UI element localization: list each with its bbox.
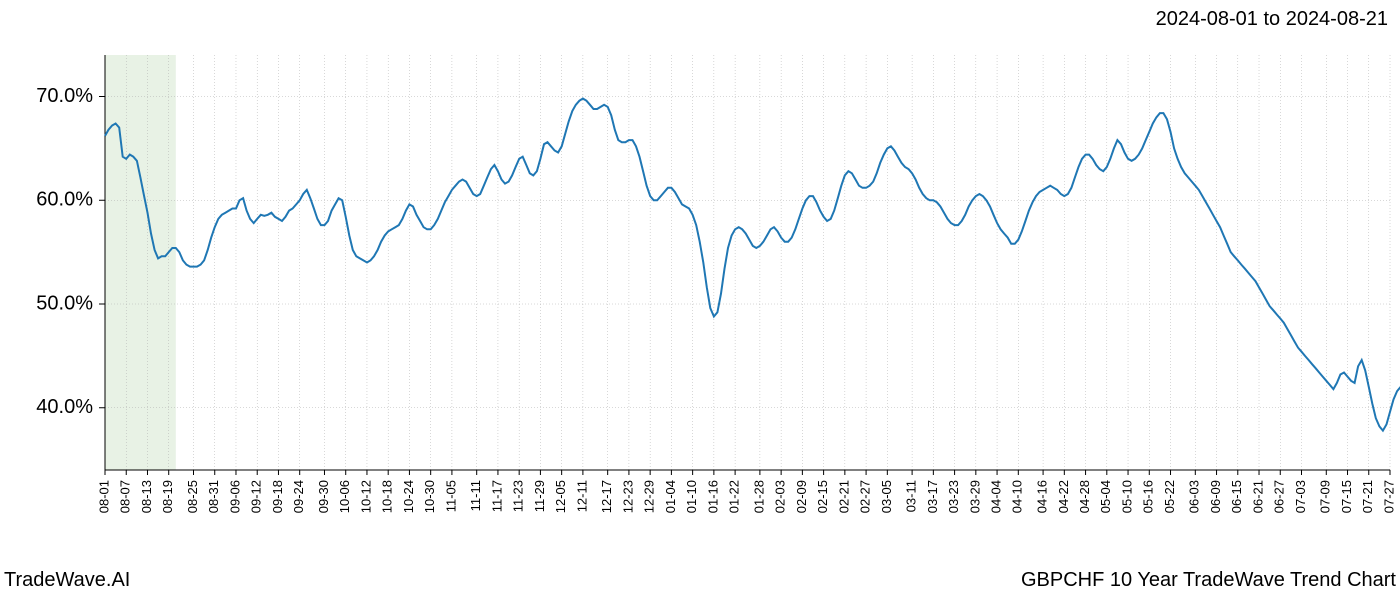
x-tick-label: 07-09 (1318, 480, 1333, 513)
y-tick-label: 70.0% (36, 85, 93, 107)
x-tick-label: 01-04 (663, 480, 678, 513)
x-tick-label: 08-31 (206, 480, 221, 513)
x-tick-label: 03-05 (879, 480, 894, 513)
x-tick-label: 04-22 (1056, 480, 1071, 513)
x-tick-label: 05-16 (1141, 480, 1156, 513)
x-tick-label: 02-09 (794, 480, 809, 513)
x-tick-label: 09-12 (249, 480, 264, 513)
x-tick-label: 06-15 (1229, 480, 1244, 513)
x-tick-label: 01-16 (705, 480, 720, 513)
x-tick-label: 05-22 (1162, 480, 1177, 513)
x-tick-label: 09-06 (227, 480, 242, 513)
x-tick-label: 02-15 (815, 480, 830, 513)
x-tick-label: 09-18 (270, 480, 285, 513)
x-tick-label: 07-15 (1339, 480, 1354, 513)
x-tick-label: 04-10 (1010, 480, 1025, 513)
x-tick-label: 02-03 (773, 480, 788, 513)
trend-chart: 40.0% 50.0% 60.0% 70.0% 08-01 08-07 08-13 08-19… (0, 0, 1400, 600)
x-tick-label: 06-09 (1208, 480, 1223, 513)
x-tick-label: 05-04 (1098, 480, 1113, 513)
x-tick-label: 01-22 (727, 480, 742, 513)
x-tick-label: 12-05 (553, 480, 568, 513)
x-tick-label: 11-29 (532, 480, 547, 512)
x-tick-label: 07-03 (1293, 480, 1308, 513)
x-tick-label: 07-27 (1381, 480, 1396, 513)
x-tick-label: 02-27 (858, 480, 873, 513)
y-tick-label: 60.0% (36, 189, 93, 211)
x-tick-label: 01-10 (684, 480, 699, 513)
x-tick-label: 02-21 (836, 480, 851, 513)
x-tick-label: 05-10 (1119, 480, 1134, 513)
x-tick-label: 10-18 (380, 480, 395, 513)
x-tick-label: 04-28 (1077, 480, 1092, 513)
x-tick-label: 11-23 (511, 480, 526, 512)
y-tick-label: 50.0% (36, 292, 93, 314)
x-tick-label: 09-30 (316, 480, 331, 513)
x-tick-label: 12-23 (620, 480, 635, 513)
x-tick-label: 12-17 (599, 480, 614, 513)
x-tick-label: 04-16 (1035, 480, 1050, 513)
x-tick-label: 10-30 (422, 480, 437, 513)
x-tick-label: 03-11 (904, 480, 919, 512)
x-tick-label: 08-07 (118, 480, 133, 513)
x-tick-label: 08-01 (96, 480, 111, 513)
x-tick-label: 08-13 (139, 480, 154, 513)
x-tick-label: 04-04 (989, 480, 1004, 513)
trend-line (105, 99, 1400, 431)
x-tick-label: 10-12 (358, 480, 373, 513)
x-tick-label: 06-03 (1187, 480, 1202, 513)
y-tick-label: 40.0% (36, 396, 93, 418)
x-tick-label: 03-29 (967, 480, 982, 513)
x-tick-label: 07-21 (1360, 480, 1375, 513)
x-tick-label: 10-06 (337, 480, 352, 513)
x-tick-label: 06-21 (1250, 480, 1265, 513)
x-tick-label: 03-23 (946, 480, 961, 513)
x-tick-label: 01-28 (751, 480, 766, 513)
x-tick-label: 08-25 (185, 480, 200, 513)
x-tick-label: 11-11 (468, 480, 483, 511)
x-tick-label: 06-27 (1272, 480, 1287, 513)
x-tick-label: 12-11 (574, 480, 589, 512)
x-tick-label: 12-29 (642, 480, 657, 513)
x-tick-label: 11-05 (443, 480, 458, 512)
x-tick-label: 03-17 (925, 480, 940, 513)
x-tick-label: 11-17 (489, 480, 504, 512)
x-tick-label: 08-19 (160, 480, 175, 513)
x-tick-label: 10-24 (401, 480, 416, 513)
x-tick-label: 09-24 (291, 480, 306, 513)
